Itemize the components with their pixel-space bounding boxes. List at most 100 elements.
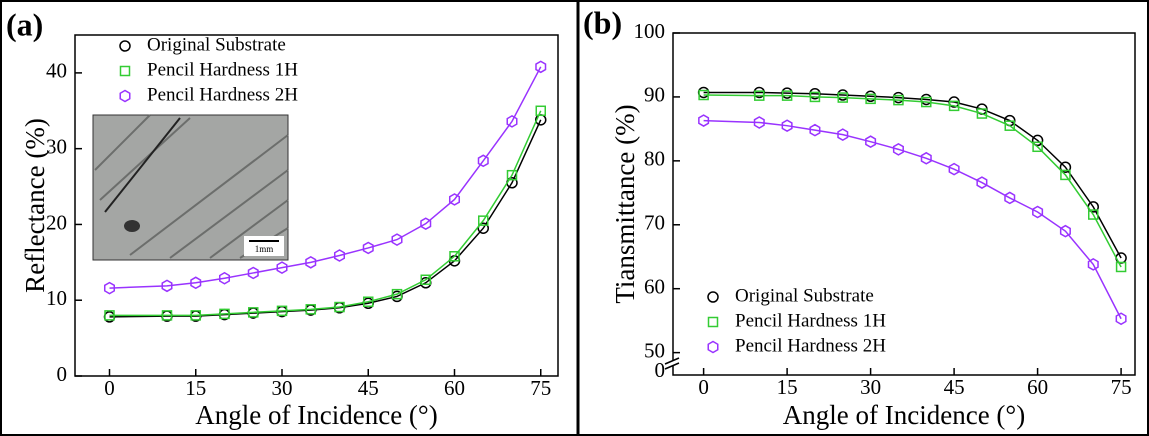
series-line — [703, 91, 1122, 259]
legend-marker — [119, 89, 131, 103]
data-point — [420, 274, 431, 286]
x-tick-label: 30 — [272, 376, 293, 400]
data-point — [1088, 209, 1099, 220]
data-point — [921, 96, 932, 108]
data-point — [865, 93, 876, 105]
data-point — [1032, 205, 1044, 219]
data-point — [219, 308, 230, 320]
inset-scratch — [104, 117, 181, 213]
data-point — [218, 271, 231, 285]
data-point — [334, 301, 345, 313]
data-point — [103, 281, 116, 295]
data-point — [1060, 169, 1071, 181]
data-point — [305, 304, 316, 315]
y-tick-label: 40 — [46, 59, 67, 83]
data-point — [305, 255, 317, 269]
data-point — [161, 310, 173, 321]
data-point — [1004, 120, 1016, 131]
x-tick-label: 30 — [860, 375, 881, 399]
panel-label: (a) — [6, 6, 43, 42]
data-point — [448, 193, 461, 206]
legend-label: Pencil Hardness 2H — [735, 335, 886, 356]
legend-marker — [119, 65, 131, 77]
data-point — [781, 90, 793, 101]
data-point — [1087, 258, 1099, 271]
data-point — [362, 241, 374, 255]
x-tick-label: 60 — [1027, 375, 1048, 399]
y-tick-label: 90 — [644, 83, 665, 107]
data-point — [1115, 261, 1127, 273]
inset-scratches — [94, 114, 289, 259]
inset-scale-label: 1mm — [255, 244, 274, 254]
data-point — [893, 94, 904, 106]
data-point — [1004, 191, 1016, 205]
axis-break-gap — [665, 360, 679, 366]
data-point — [865, 135, 877, 149]
data-point — [333, 249, 346, 262]
data-point — [698, 114, 710, 127]
y-tick-label: 50 — [644, 338, 665, 362]
data-point — [190, 276, 202, 290]
series-line — [109, 66, 542, 289]
data-point — [1059, 161, 1072, 173]
data-point — [449, 251, 460, 262]
legend-label: Pencil Hardness 1H — [735, 310, 886, 331]
x-tick-label: 45 — [358, 376, 379, 400]
y-axis-label: Tiansmittance (%) — [610, 104, 640, 303]
y-tick-label: 60 — [644, 275, 665, 299]
x-tick-label: 75 — [530, 376, 551, 400]
data-point — [477, 222, 489, 234]
data-point — [754, 90, 765, 101]
data-point — [276, 305, 288, 317]
data-point — [535, 105, 546, 117]
data-point — [976, 108, 988, 119]
data-point — [809, 91, 821, 103]
data-point — [1059, 224, 1071, 238]
data-point — [506, 169, 518, 181]
data-point — [420, 217, 432, 231]
data-point — [535, 60, 547, 74]
data-point — [391, 288, 403, 300]
y-tick-label: 70 — [644, 211, 665, 235]
inset-image: 1mm — [92, 114, 289, 261]
data-point — [698, 89, 709, 101]
y-tick-label: 20 — [46, 210, 67, 234]
series-line — [703, 94, 1122, 268]
data-point — [104, 310, 115, 321]
data-point — [837, 92, 849, 103]
data-point — [809, 123, 821, 137]
legend-marker — [707, 291, 719, 303]
legend-marker — [707, 316, 719, 328]
panel-label: (b) — [583, 4, 622, 40]
x-tick-label: 15 — [185, 376, 206, 400]
y-tick-label: 100 — [634, 19, 666, 43]
x-tick-label: 15 — [777, 375, 798, 399]
y-tick-label: 10 — [46, 286, 67, 310]
x-tick-label: 45 — [944, 375, 965, 399]
data-point — [1032, 141, 1043, 153]
data-point — [391, 233, 403, 246]
y-tick-label: 0 — [655, 358, 666, 382]
legend-label: Original Substrate — [147, 34, 286, 55]
data-point — [948, 100, 960, 112]
data-point — [477, 154, 489, 168]
data-point — [276, 261, 288, 275]
plot-frame — [672, 32, 1136, 376]
y-axis-label: Reflectance (%) — [20, 118, 50, 293]
y-tick-label: 30 — [46, 134, 67, 158]
data-point — [161, 279, 173, 293]
legend-label: Pencil Hardness 2H — [147, 84, 298, 105]
series-line — [109, 110, 542, 317]
data-point — [837, 128, 849, 142]
inset-defect — [124, 220, 140, 232]
legend-label: Original Substrate — [735, 285, 874, 306]
x-axis-label: Angle of Incidence (°) — [783, 400, 1025, 430]
x-tick-label: 0 — [104, 376, 115, 400]
series-line — [703, 119, 1122, 320]
axis-break — [664, 357, 680, 370]
data-point — [781, 119, 793, 133]
x-tick-label: 75 — [1111, 375, 1132, 399]
y-tick-label: 0 — [57, 362, 68, 386]
